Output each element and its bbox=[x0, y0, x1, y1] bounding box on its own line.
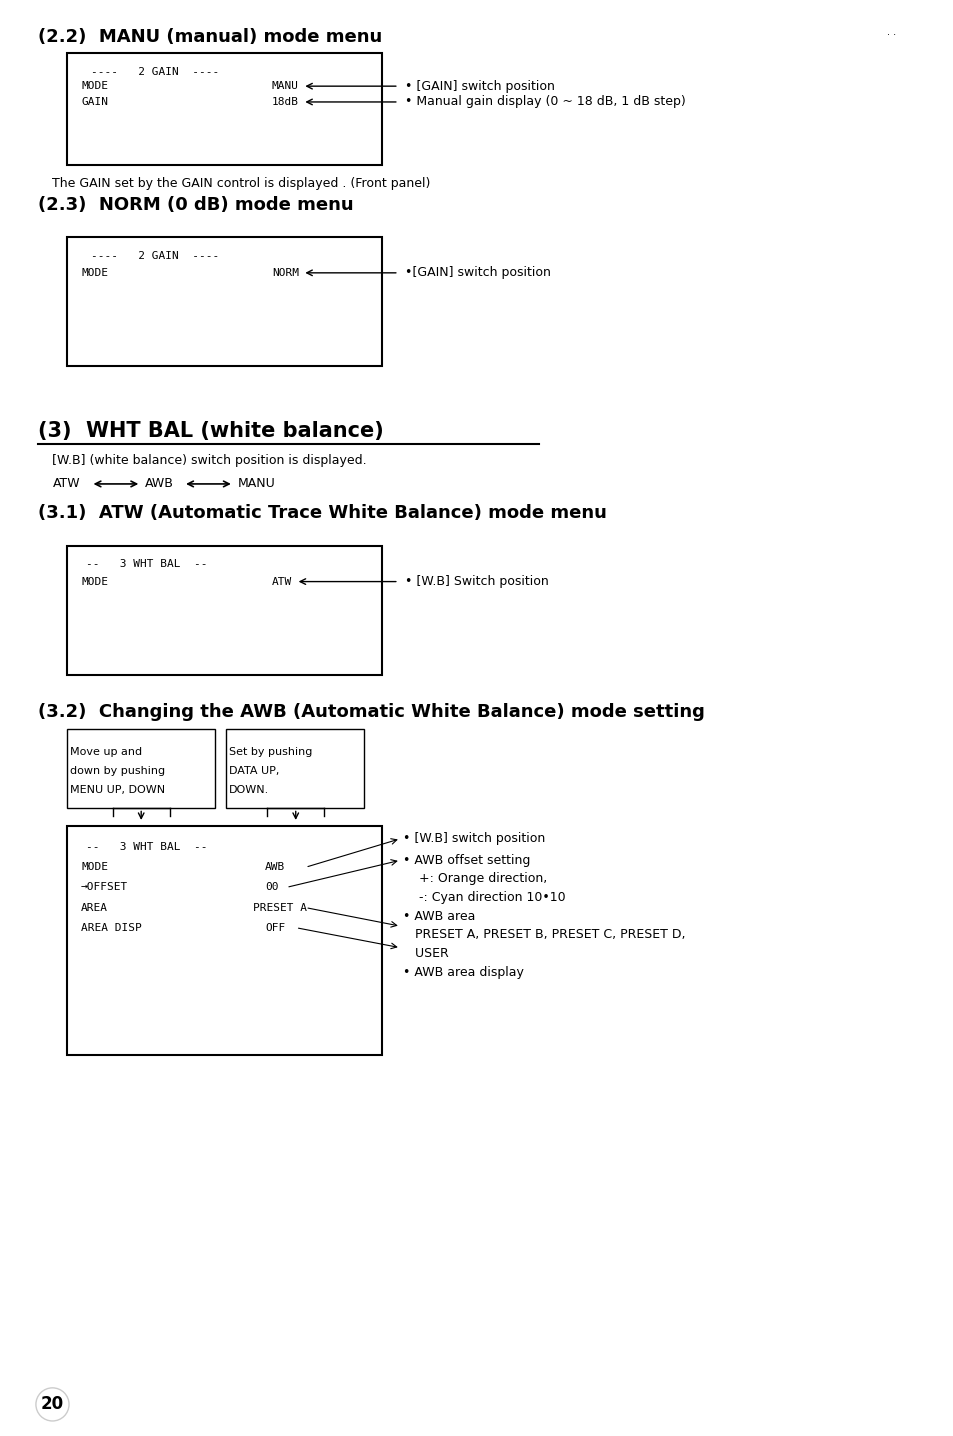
Text: 00: 00 bbox=[265, 883, 278, 892]
Text: USER: USER bbox=[402, 946, 448, 961]
Text: Move up and: Move up and bbox=[70, 748, 142, 757]
Text: +: Orange direction,: +: Orange direction, bbox=[402, 872, 546, 886]
Text: ----   2 GAIN  ----: ---- 2 GAIN ---- bbox=[91, 67, 218, 76]
Text: MODE: MODE bbox=[81, 82, 108, 90]
Text: •[GAIN] switch position: •[GAIN] switch position bbox=[405, 266, 551, 280]
Text: MODE: MODE bbox=[81, 269, 108, 277]
Text: -: Cyan direction 10•10: -: Cyan direction 10•10 bbox=[402, 890, 564, 905]
Bar bbox=[67, 546, 381, 675]
Text: • AWB area display: • AWB area display bbox=[402, 965, 523, 979]
Text: --   3 WHT BAL  --: -- 3 WHT BAL -- bbox=[86, 560, 207, 569]
Text: down by pushing: down by pushing bbox=[70, 767, 165, 775]
Text: DATA UP,: DATA UP, bbox=[229, 767, 279, 775]
Text: The GAIN set by the GAIN control is displayed . (Front panel): The GAIN set by the GAIN control is disp… bbox=[52, 177, 431, 191]
Text: • AWB offset setting: • AWB offset setting bbox=[402, 853, 530, 867]
Text: ----   2 GAIN  ----: ---- 2 GAIN ---- bbox=[91, 251, 218, 260]
Text: PRESET A: PRESET A bbox=[253, 903, 307, 912]
Text: AREA: AREA bbox=[81, 903, 108, 912]
Text: [W.B] (white balance) switch position is displayed.: [W.B] (white balance) switch position is… bbox=[52, 454, 367, 468]
Text: 18dB: 18dB bbox=[272, 98, 298, 106]
Bar bbox=[67, 53, 381, 165]
Text: OFF: OFF bbox=[265, 923, 285, 932]
Bar bbox=[67, 237, 381, 366]
Text: 20: 20 bbox=[41, 1396, 64, 1413]
Text: --   3 WHT BAL  --: -- 3 WHT BAL -- bbox=[86, 843, 207, 852]
Text: MENU UP, DOWN: MENU UP, DOWN bbox=[70, 785, 165, 794]
Text: →OFFSET: →OFFSET bbox=[81, 883, 129, 892]
Text: AWB: AWB bbox=[145, 477, 173, 491]
Bar bbox=[67, 729, 214, 808]
Bar bbox=[226, 729, 364, 808]
Text: (2.2)  MANU (manual) mode menu: (2.2) MANU (manual) mode menu bbox=[38, 29, 382, 46]
Text: (3.1)  ATW (Automatic Trace White Balance) mode menu: (3.1) ATW (Automatic Trace White Balance… bbox=[38, 504, 606, 521]
Bar bbox=[67, 826, 381, 1055]
Text: GAIN: GAIN bbox=[81, 98, 108, 106]
Text: Set by pushing: Set by pushing bbox=[229, 748, 312, 757]
Text: (2.3)  NORM (0 dB) mode menu: (2.3) NORM (0 dB) mode menu bbox=[38, 197, 354, 214]
Text: ATW: ATW bbox=[272, 577, 292, 586]
Text: • Manual gain display (0 ~ 18 dB, 1 dB step): • Manual gain display (0 ~ 18 dB, 1 dB s… bbox=[405, 95, 685, 109]
Text: . .: . . bbox=[886, 27, 896, 36]
Text: • [W.B] switch position: • [W.B] switch position bbox=[402, 831, 544, 846]
Text: • [W.B] Switch position: • [W.B] Switch position bbox=[405, 574, 549, 589]
Text: MANU: MANU bbox=[237, 477, 275, 491]
Text: (3)  WHT BAL (white balance): (3) WHT BAL (white balance) bbox=[38, 421, 383, 441]
Text: AWB: AWB bbox=[265, 863, 285, 872]
Text: AREA DISP: AREA DISP bbox=[81, 923, 142, 932]
Text: ATW: ATW bbox=[52, 477, 80, 491]
Text: NORM: NORM bbox=[272, 269, 298, 277]
Text: • [GAIN] switch position: • [GAIN] switch position bbox=[405, 79, 555, 93]
Text: MODE: MODE bbox=[81, 577, 108, 586]
Text: • AWB area: • AWB area bbox=[402, 909, 475, 923]
Text: DOWN.: DOWN. bbox=[229, 785, 269, 794]
Text: PRESET A, PRESET B, PRESET C, PRESET D,: PRESET A, PRESET B, PRESET C, PRESET D, bbox=[402, 928, 684, 942]
Text: MODE: MODE bbox=[81, 863, 108, 872]
Text: MANU: MANU bbox=[272, 82, 298, 90]
Text: (3.2)  Changing the AWB (Automatic White Balance) mode setting: (3.2) Changing the AWB (Automatic White … bbox=[38, 704, 704, 721]
